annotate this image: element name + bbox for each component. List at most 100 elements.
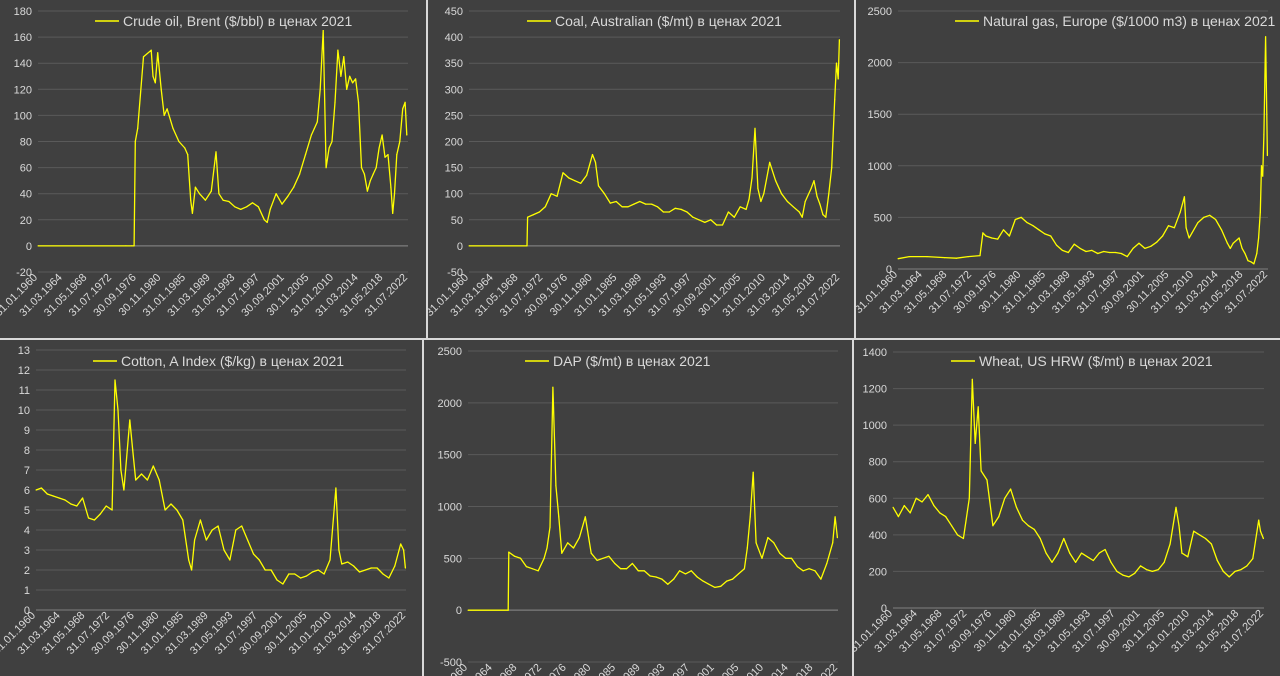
data-point bbox=[1057, 552, 1059, 554]
data-point bbox=[739, 206, 741, 208]
y-tick-label: 1500 bbox=[438, 450, 462, 462]
data-point bbox=[590, 552, 592, 554]
data-point bbox=[376, 567, 378, 569]
y-tick-label: 160 bbox=[14, 32, 32, 44]
data-point bbox=[323, 573, 325, 575]
data-point bbox=[1163, 561, 1165, 563]
chart-svg: -5000500100015002000250031.01.196031.03.… bbox=[424, 346, 840, 676]
data-point bbox=[252, 553, 255, 555]
y-tick-label: 200 bbox=[869, 566, 887, 578]
data-point bbox=[825, 216, 827, 218]
data-point bbox=[343, 56, 345, 58]
data-point bbox=[1134, 572, 1136, 574]
data-point bbox=[1021, 519, 1024, 521]
y-tick-label: 80 bbox=[20, 137, 32, 149]
data-point bbox=[357, 101, 360, 103]
data-point bbox=[305, 575, 308, 577]
data-point bbox=[908, 256, 910, 258]
chart-panel-wheat: 0 200 400 600 800 1000 1200 1400 31.01.1960 31.03… bbox=[854, 340, 1280, 676]
data-point bbox=[532, 214, 535, 216]
y-tick-label: 140 bbox=[14, 58, 32, 70]
data-point bbox=[400, 543, 402, 545]
data-point bbox=[1179, 211, 1181, 213]
data-point bbox=[210, 190, 212, 192]
data-point bbox=[1210, 543, 1212, 545]
data-point bbox=[1128, 576, 1130, 578]
data-point bbox=[897, 258, 899, 260]
data-point bbox=[834, 516, 836, 518]
data-point bbox=[836, 537, 838, 539]
data-point bbox=[727, 211, 729, 213]
y-tick-label: 0 bbox=[456, 605, 462, 617]
data-point bbox=[215, 151, 217, 153]
y-tick-label: 500 bbox=[444, 553, 462, 565]
data-point bbox=[300, 577, 302, 579]
data-point bbox=[276, 579, 278, 581]
data-point bbox=[158, 479, 160, 481]
data-point bbox=[82, 497, 84, 499]
data-point bbox=[1229, 247, 1231, 249]
data-point bbox=[780, 193, 783, 195]
data-point bbox=[662, 211, 664, 213]
data-point bbox=[816, 195, 818, 197]
data-point bbox=[631, 562, 633, 565]
data-point bbox=[1232, 242, 1234, 244]
data-point bbox=[801, 216, 803, 218]
y-tick-label: 180 bbox=[14, 6, 32, 18]
data-point bbox=[269, 208, 271, 210]
data-point bbox=[757, 187, 759, 190]
chart-panel-crude-oil: -20 0 20 40 60 80 100 120 140 160 180 31.01.1960 31.… bbox=[0, 0, 426, 338]
data-point bbox=[651, 203, 653, 205]
data-point bbox=[191, 569, 193, 571]
data-point bbox=[546, 547, 548, 549]
data-point bbox=[1038, 229, 1040, 231]
y-tick-label: 600 bbox=[869, 493, 887, 505]
data-point bbox=[649, 575, 651, 577]
data-point bbox=[684, 573, 687, 575]
data-point bbox=[820, 578, 822, 580]
data-point bbox=[1150, 245, 1152, 247]
data-point bbox=[46, 493, 48, 495]
data-point bbox=[686, 211, 688, 213]
data-point bbox=[322, 30, 324, 32]
data-point bbox=[690, 570, 692, 572]
data-point bbox=[402, 108, 404, 110]
data-point bbox=[813, 180, 815, 182]
data-point bbox=[967, 256, 969, 258]
data-point bbox=[1086, 556, 1088, 558]
data-point bbox=[163, 114, 165, 116]
data-point bbox=[1173, 227, 1175, 229]
data-point bbox=[743, 568, 745, 570]
data-point bbox=[796, 566, 798, 568]
data-point bbox=[160, 88, 162, 90]
y-tick-label: 50 bbox=[451, 215, 463, 227]
y-tick-label: 400 bbox=[869, 530, 887, 542]
data-point bbox=[1015, 506, 1018, 508]
data-point bbox=[1004, 497, 1006, 499]
data-point bbox=[52, 495, 54, 497]
data-point bbox=[310, 134, 312, 136]
data-point bbox=[760, 200, 762, 203]
chart-svg: -5005010015020025030035040045031.01.1960… bbox=[428, 6, 842, 319]
data-point bbox=[390, 186, 392, 188]
data-point bbox=[258, 559, 260, 561]
data-point bbox=[979, 255, 981, 257]
data-point bbox=[266, 221, 268, 223]
data-point bbox=[1032, 225, 1034, 227]
data-point bbox=[399, 140, 401, 143]
data-point bbox=[1104, 548, 1106, 551]
data-point bbox=[982, 232, 984, 234]
data-point bbox=[99, 513, 101, 515]
data-point bbox=[745, 208, 747, 210]
data-point bbox=[814, 570, 816, 572]
data-point bbox=[134, 140, 136, 143]
data-point bbox=[708, 583, 710, 585]
data-point bbox=[166, 108, 168, 110]
data-point bbox=[1263, 134, 1265, 136]
data-point bbox=[282, 583, 284, 585]
data-point bbox=[1240, 569, 1242, 571]
data-point bbox=[1109, 251, 1111, 254]
data-point bbox=[347, 561, 349, 563]
data-point bbox=[182, 519, 184, 521]
data-point bbox=[1079, 247, 1081, 249]
